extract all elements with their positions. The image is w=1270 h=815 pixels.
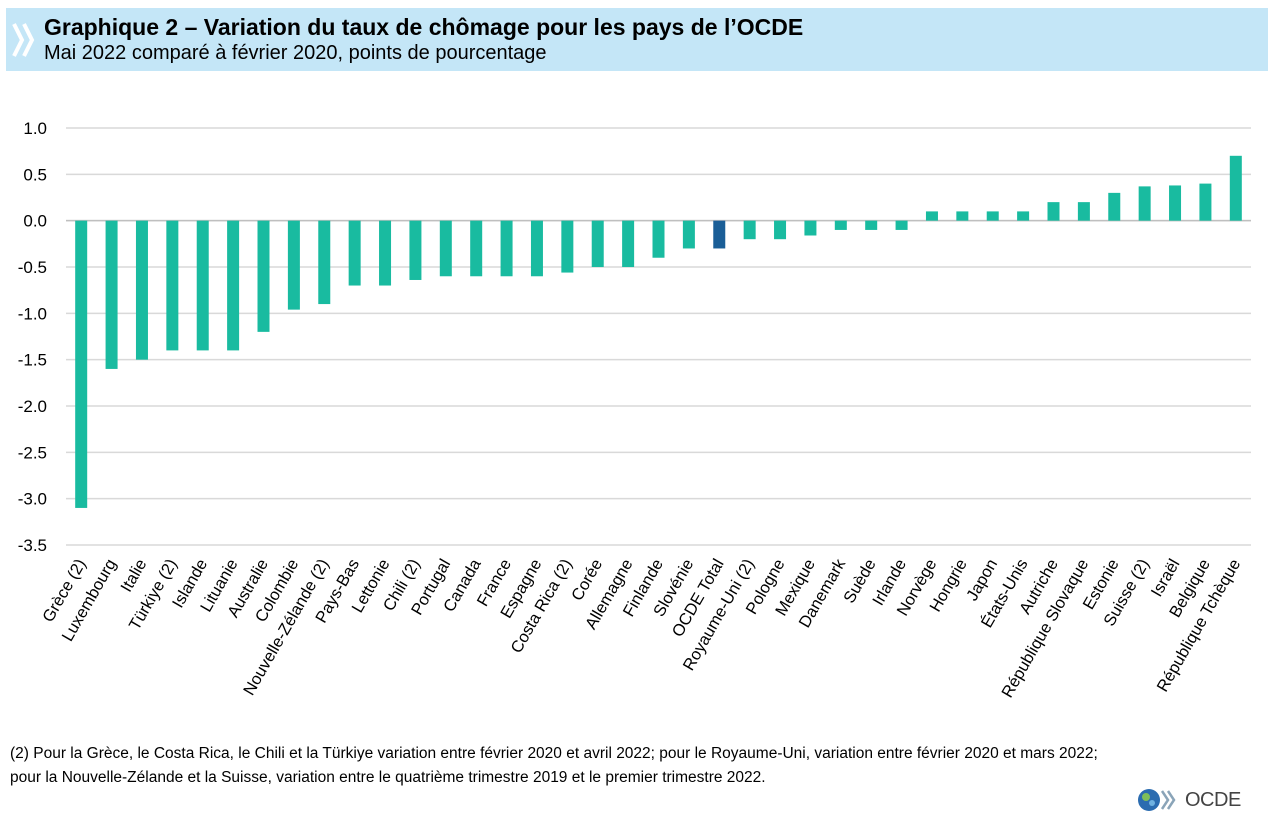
bar-14 [500,220,513,277]
bar-1 [105,220,118,369]
bar-6 [257,220,270,332]
bar-5 [227,220,240,351]
oecd-logo: OCDE [1137,787,1241,813]
double-chevron-icon [12,23,35,57]
bar-16 [561,220,574,273]
bar-31 [1017,211,1030,221]
bar-18 [622,220,635,267]
bar-7 [287,220,300,310]
y-tick-label: 0.5 [23,165,47,184]
bar-17 [591,220,604,267]
bar-2 [135,220,148,360]
bar-23 [774,220,787,240]
y-tick-label: -3.0 [18,490,47,509]
y-tick-label: -1.5 [18,351,47,370]
oecd-globe-icon [1138,789,1176,811]
bar-32 [1047,202,1060,221]
y-tick-label: -3.5 [18,536,47,555]
bar-37 [1199,183,1212,221]
bar-15 [530,220,543,277]
bar-34 [1108,192,1121,221]
y-tick-label: 1.0 [23,119,47,138]
bar-27 [895,220,908,230]
bar-9 [348,220,361,286]
bar-4 [196,220,209,351]
bar-28 [925,211,938,221]
bar-10 [379,220,392,286]
bar-8 [318,220,331,305]
bar-21 [713,220,726,249]
bar-33 [1077,202,1090,221]
bar-35 [1138,186,1151,221]
bar-20 [682,220,695,249]
bar-36 [1169,185,1182,221]
chart-subtitle: Mai 2022 comparé à février 2020, points … [44,42,547,64]
chart-footnote: (2) Pour la Grèce, le Costa Rica, le Chi… [10,742,1260,790]
bar-30 [986,211,999,221]
y-tick-label: -2.5 [18,443,47,462]
bar-25 [834,220,847,230]
bar-22 [743,220,756,240]
chart-header: Graphique 2 – Variation du taux de chôma… [6,8,1268,71]
oecd-logo-text: OCDE [1185,788,1241,811]
bar-24 [804,220,817,236]
y-tick-label: 0.0 [23,212,47,231]
bar-13 [470,220,483,277]
bar-29 [956,211,969,221]
bar-11 [409,220,422,280]
bar-12 [439,220,452,277]
bar-26 [865,220,878,230]
footnote-line-1: (2) Pour la Grèce, le Costa Rica, le Chi… [10,745,1098,762]
y-tick-label: -2.0 [18,397,47,416]
bar-38 [1229,155,1242,221]
footnote-line-2: pour la Nouvelle-Zélande et la Suisse, v… [10,769,766,786]
y-tick-label: -0.5 [18,258,47,277]
bar-3 [166,220,179,351]
chart-title: Graphique 2 – Variation du taux de chôma… [44,14,804,40]
bar-19 [652,220,665,258]
bar-0 [75,220,88,508]
y-tick-label: -1.0 [18,304,47,323]
